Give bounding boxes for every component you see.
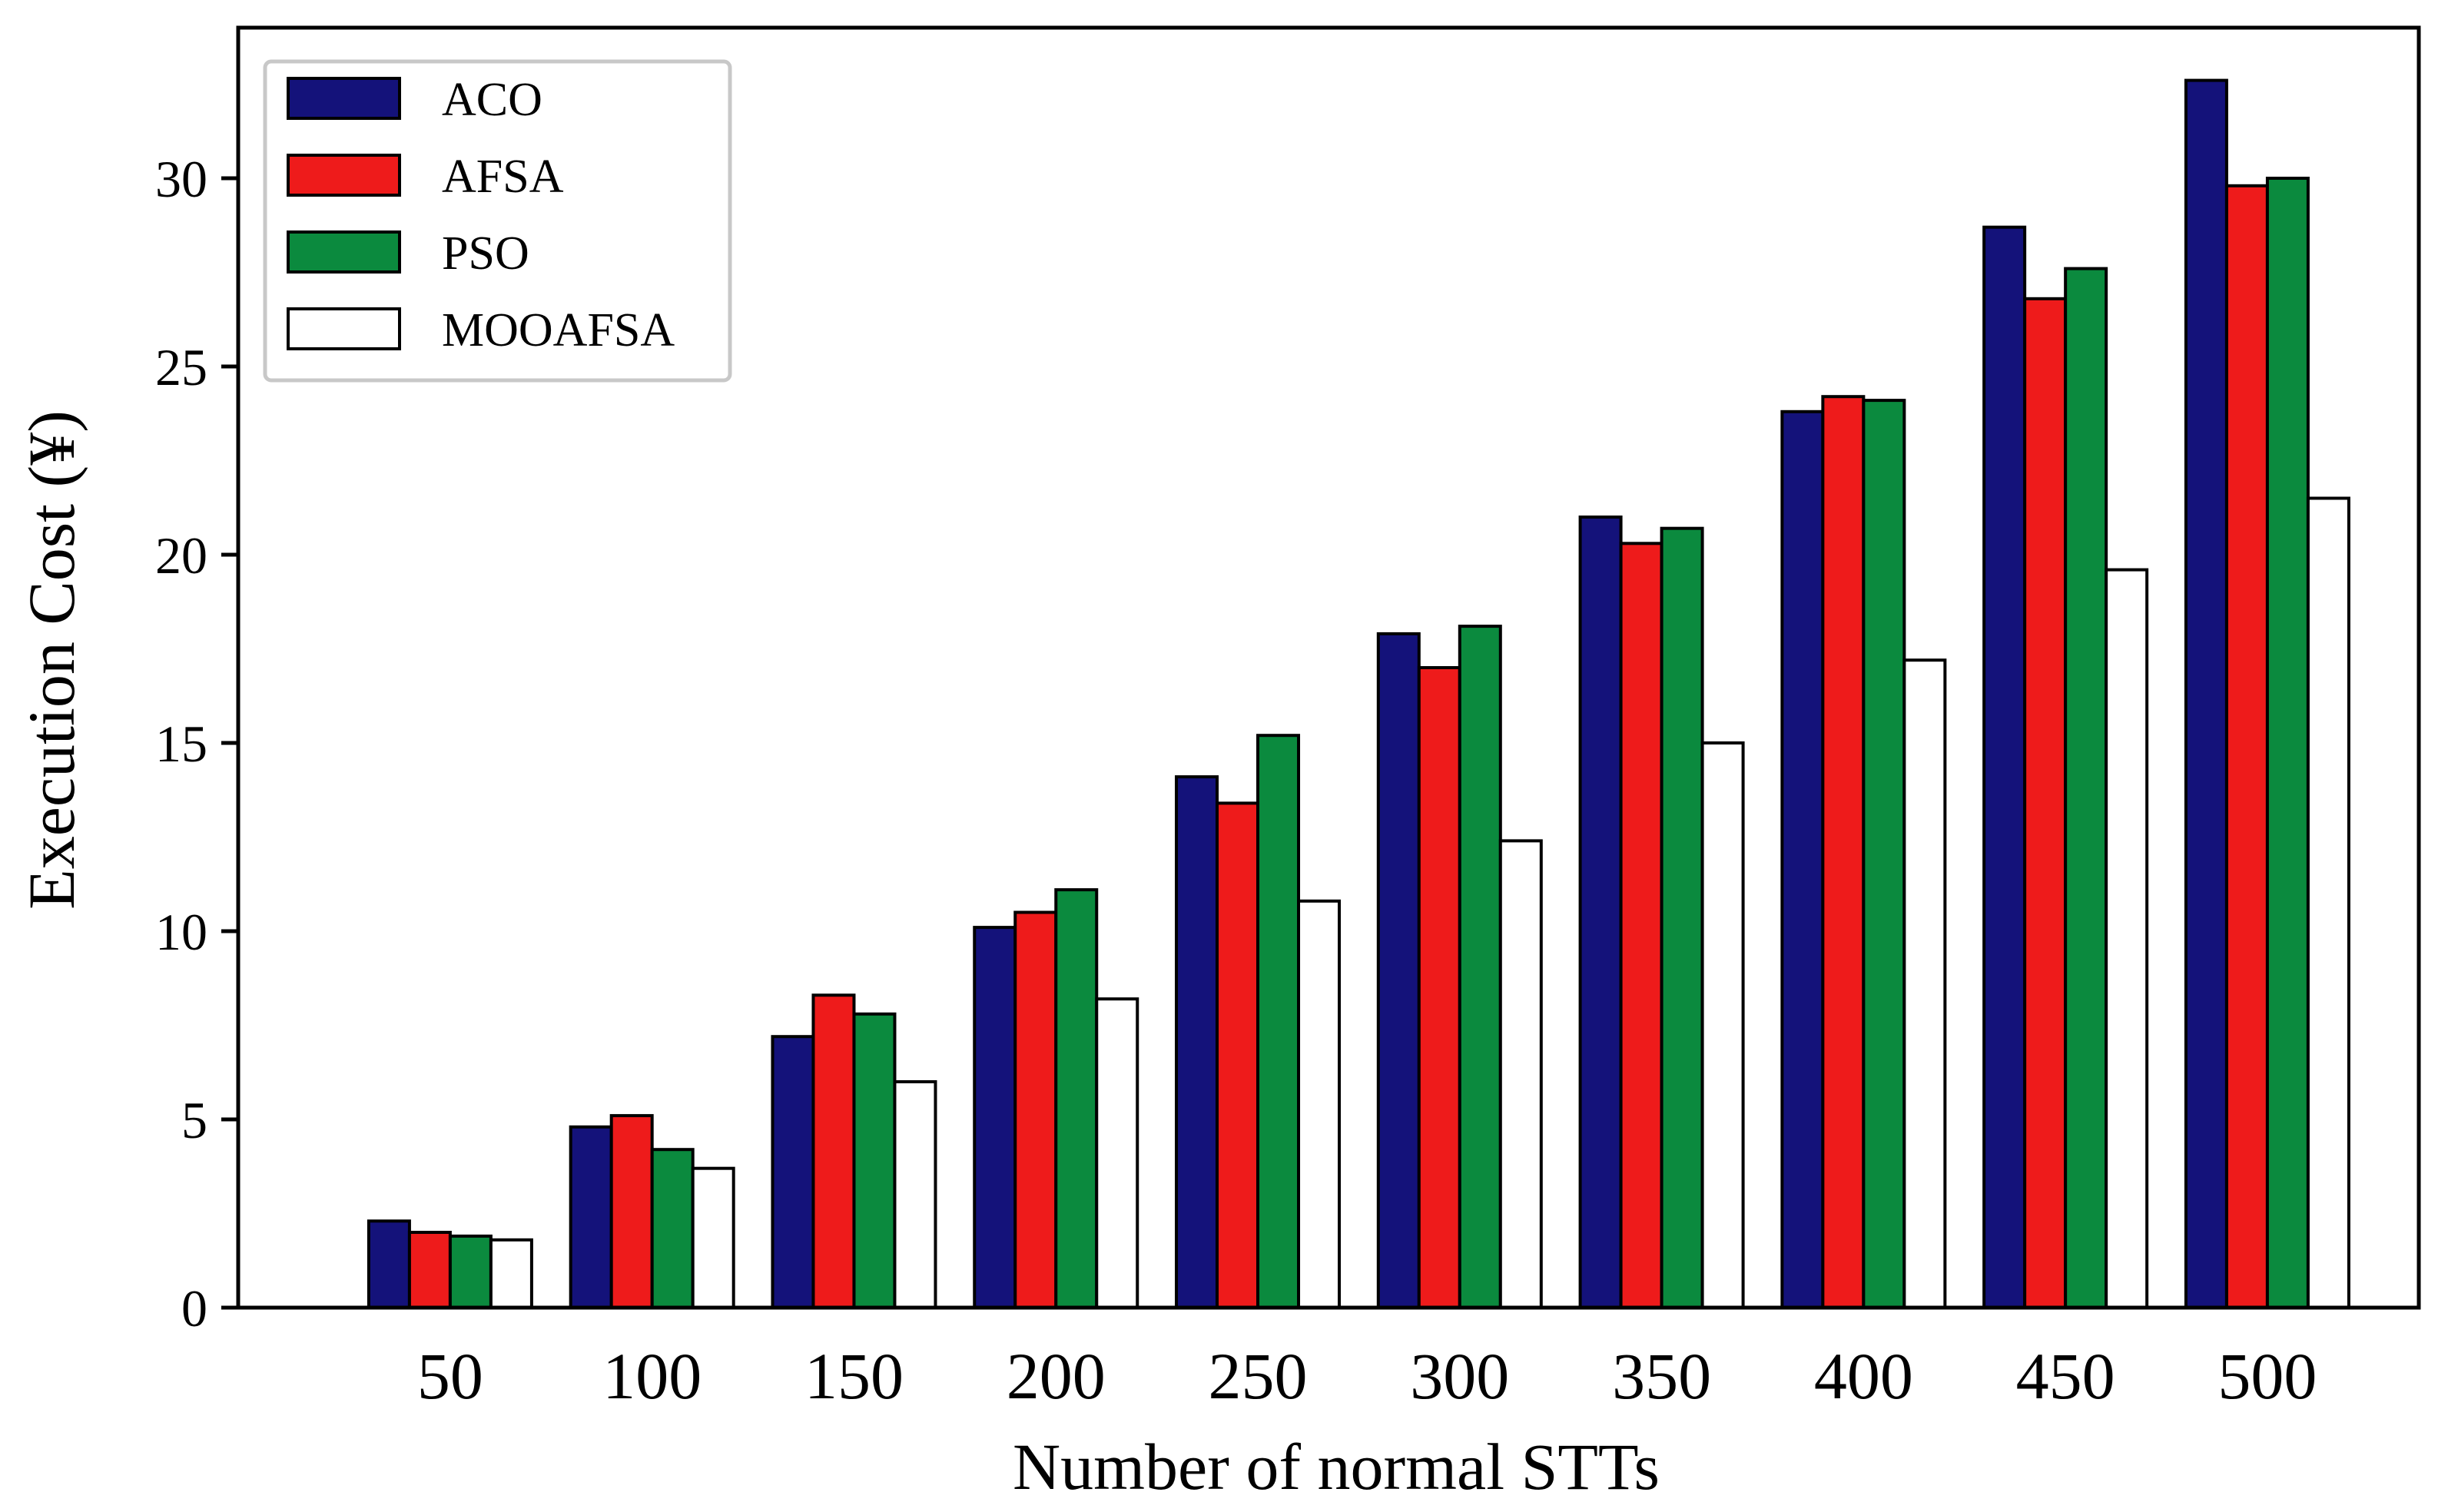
x-tick-label: 250 — [1209, 1339, 1308, 1413]
bar-mooafsa-400 — [1902, 658, 1947, 1309]
y-tick-label: 30 — [155, 150, 207, 208]
legend-label-aco: ACO — [442, 74, 542, 126]
y-tick-label: 15 — [155, 715, 207, 773]
x-tick-label: 100 — [602, 1339, 702, 1413]
bar-aco-250 — [1175, 775, 1219, 1309]
bar-pso-250 — [1256, 734, 1301, 1309]
x-tick-label: 200 — [1007, 1339, 1106, 1413]
legend-label-pso: PSO — [442, 227, 529, 280]
x-axis-title: Number of normal STTs — [1013, 1430, 1660, 1504]
bar-aco-200 — [973, 926, 1017, 1309]
bar-pso-300 — [1458, 625, 1502, 1309]
x-tick-label: 150 — [804, 1339, 904, 1413]
plot-frame — [236, 25, 2421, 1310]
bar-mooafsa-200 — [1095, 997, 1139, 1309]
bar-aco-500 — [2184, 78, 2228, 1310]
bar-afsa-200 — [1013, 910, 1058, 1309]
bar-pso-100 — [650, 1148, 695, 1309]
bar-afsa-450 — [2023, 297, 2068, 1309]
bar-afsa-500 — [2224, 184, 2269, 1309]
bar-aco-50 — [367, 1219, 411, 1310]
x-tick-label: 50 — [417, 1339, 483, 1413]
legend-swatch-pso — [287, 230, 401, 274]
bar-afsa-350 — [1619, 542, 1664, 1309]
legend-label-afsa: AFSA — [442, 151, 564, 203]
bar-pso-50 — [448, 1234, 493, 1310]
bar-mooafsa-450 — [2105, 568, 2149, 1309]
bar-mooafsa-300 — [1498, 839, 1543, 1309]
bar-pso-200 — [1054, 888, 1099, 1309]
bar-pso-500 — [2265, 177, 2310, 1309]
bar-aco-450 — [1982, 225, 2027, 1310]
bar-mooafsa-100 — [691, 1166, 735, 1309]
bar-pso-450 — [2064, 267, 2108, 1310]
bar-mooafsa-500 — [2306, 496, 2350, 1309]
x-tick-label: 300 — [1410, 1339, 1509, 1413]
bar-aco-150 — [771, 1035, 815, 1309]
bar-aco-300 — [1376, 632, 1421, 1309]
y-tick-label: 20 — [155, 526, 207, 585]
y-tick-label: 0 — [181, 1279, 207, 1338]
bar-mooafsa-250 — [1297, 899, 1342, 1310]
legend-box — [263, 59, 732, 383]
x-tick-label: 400 — [1814, 1339, 1913, 1413]
x-axis-ticks: 50 100 150 200 250 300 350 400 450 500 — [417, 1339, 2317, 1413]
x-tick-label: 450 — [2016, 1339, 2115, 1413]
legend-swatch-aco — [287, 77, 401, 120]
legend-label-mooafsa: MOOAFSA — [442, 304, 675, 356]
y-tick-label: 10 — [155, 903, 207, 961]
x-tick-label: 500 — [2217, 1339, 2317, 1413]
legend: ACO AFSA PSO MOOAFSA — [263, 59, 732, 383]
bar-mooafsa-50 — [489, 1238, 533, 1310]
bar-afsa-250 — [1216, 801, 1260, 1309]
bar-pso-350 — [1660, 526, 1704, 1309]
bar-aco-350 — [1578, 516, 1623, 1309]
bar-mooafsa-150 — [893, 1080, 937, 1309]
bar-mooafsa-350 — [1700, 741, 1745, 1309]
bar-aco-400 — [1780, 410, 1825, 1309]
y-tick-label: 25 — [155, 338, 207, 396]
legend-swatch-afsa — [287, 154, 401, 197]
bar-pso-150 — [852, 1012, 897, 1310]
bars-layer — [367, 78, 2350, 1310]
x-tick-label: 350 — [1612, 1339, 1711, 1413]
bar-afsa-400 — [1821, 395, 1866, 1310]
bar-afsa-300 — [1417, 666, 1461, 1309]
bar-afsa-150 — [811, 993, 856, 1310]
bar-aco-100 — [569, 1125, 613, 1310]
y-axis-title: Execution Cost (¥) — [15, 410, 88, 910]
bar-afsa-50 — [407, 1231, 452, 1309]
bar-pso-400 — [1862, 399, 1906, 1309]
y-tick-label: 5 — [181, 1091, 207, 1149]
legend-swatch-mooafsa — [287, 307, 401, 350]
y-axis-ticks: 0 5 10 15 20 25 30 — [155, 150, 238, 1338]
bar-afsa-100 — [609, 1114, 654, 1309]
